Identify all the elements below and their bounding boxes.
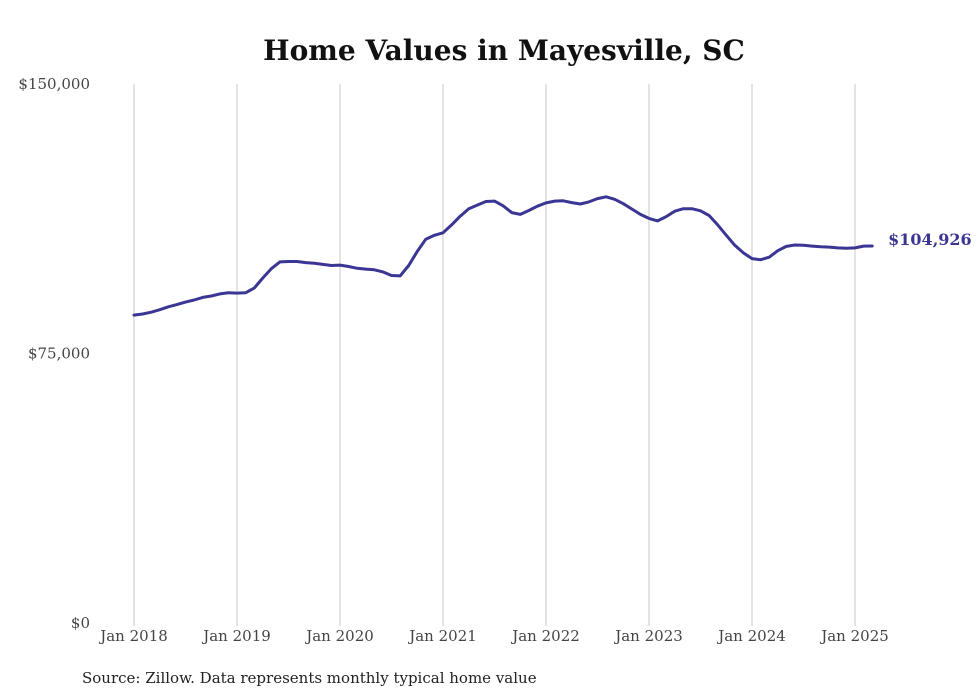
x-tick-label: Jan 2019	[201, 627, 271, 645]
x-tick-label: Jan 2021	[407, 627, 477, 645]
x-tick-label: Jan 2020	[304, 627, 374, 645]
x-tick-label: Jan 2023	[613, 627, 683, 645]
y-tick-label: $150,000	[18, 75, 90, 93]
x-tick-label: Jan 2018	[98, 627, 168, 645]
source-note: Source: Zillow. Data represents monthly …	[82, 669, 537, 687]
series-line	[132, 195, 874, 317]
chart-title: Home Values in Mayesville, SC	[263, 34, 745, 67]
x-tick-label: Jan 2024	[716, 627, 786, 645]
x-tick-label: Jan 2025	[819, 627, 889, 645]
y-tick-label: $0	[71, 614, 90, 632]
y-tick-label: $75,000	[28, 345, 90, 363]
end-value-label: $104,926	[888, 230, 972, 249]
gridlines	[133, 84, 856, 626]
y-axis-ticks: $0 $75,000 $150,000	[18, 75, 90, 632]
x-axis-ticks: Jan 2018 Jan 2019 Jan 2020 Jan 2021 Jan 2022…	[98, 627, 889, 645]
x-tick-label: Jan 2022	[510, 627, 580, 645]
